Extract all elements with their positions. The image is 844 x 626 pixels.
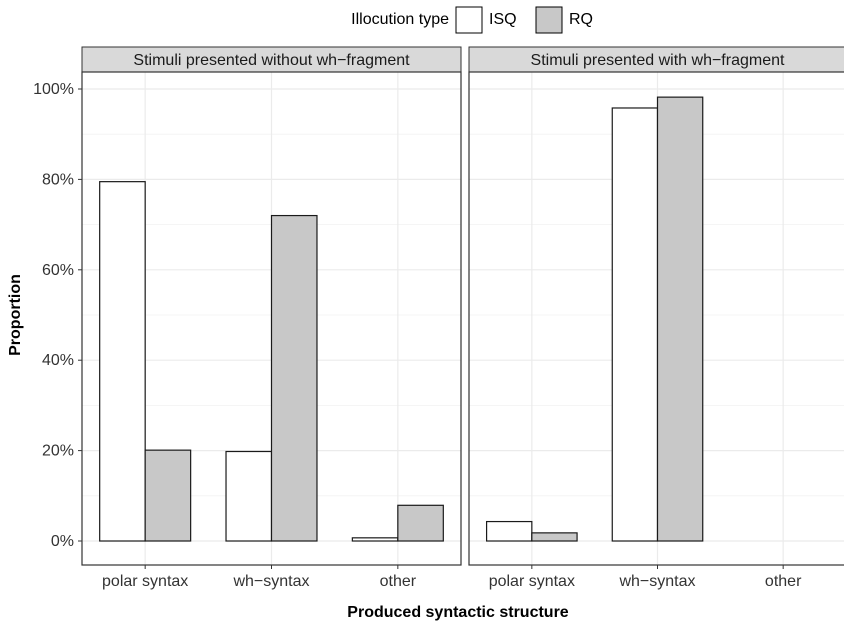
bar-isq <box>351 537 399 542</box>
bar-isq <box>485 520 533 542</box>
panel-strip-label: Stimuli presented without wh−fragment <box>133 52 410 69</box>
legend-label-isq: ISQ <box>489 11 517 28</box>
x-tick-label: wh−syntax <box>232 573 309 590</box>
legend-label-rq: RQ <box>569 11 593 28</box>
bar-rq <box>531 532 578 542</box>
y-tick-label: 20% <box>42 443 74 460</box>
legend-key-isq <box>455 6 483 34</box>
y-tick-label: 40% <box>42 352 74 369</box>
panel-border <box>468 71 844 566</box>
x-tick-label: other <box>380 573 417 590</box>
bar-rq <box>270 214 318 542</box>
panel-strip <box>81 46 462 73</box>
x-tick-label: polar syntax <box>489 573 575 590</box>
bar-isq <box>225 450 273 542</box>
panel-strip <box>468 46 844 73</box>
bar-isq <box>611 107 659 542</box>
bar-rq <box>397 504 444 542</box>
y-tick-label: 0% <box>51 533 74 550</box>
x-tick-label: polar syntax <box>102 573 188 590</box>
y-axis: 0% 20% 40% 60% 80% 100% <box>33 81 82 550</box>
x-tick-label: wh−syntax <box>618 573 695 590</box>
y-tick-label: 60% <box>42 262 74 279</box>
panel-with-wh-fragment: Stimuli presented with wh−fragment polar … <box>468 46 844 590</box>
bar-rq <box>144 449 192 542</box>
y-tick-label: 80% <box>42 171 74 188</box>
bar-isq <box>99 181 146 542</box>
panel-without-wh-fragment: Stimuli presented without wh−fragment pol… <box>81 46 462 590</box>
legend: Illocution type ISQ RQ <box>351 6 593 34</box>
panel-strip-label: Stimuli presented with wh−fragment <box>531 52 785 69</box>
x-tick-label: other <box>765 573 802 590</box>
panel-border <box>81 71 462 566</box>
bar-rq <box>656 96 704 542</box>
legend-key-rq <box>535 6 563 34</box>
x-axis-title: Produced syntactic structure <box>347 604 569 621</box>
legend-title: Illocution type <box>351 11 449 28</box>
y-tick-label: 100% <box>33 81 74 98</box>
y-axis-title: Proportion <box>7 274 24 356</box>
